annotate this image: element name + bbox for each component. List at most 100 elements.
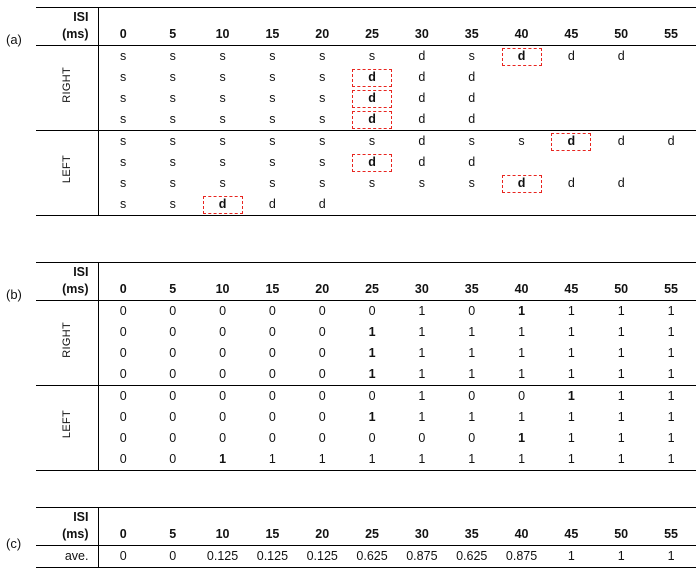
cell: 1 bbox=[518, 367, 526, 381]
cell: s bbox=[98, 130, 148, 152]
cell: 0 bbox=[119, 431, 127, 445]
cell: 1 bbox=[418, 304, 426, 318]
cell: s bbox=[219, 112, 226, 126]
cell: 1 bbox=[567, 452, 575, 466]
column-header: 20 bbox=[297, 507, 348, 546]
cell: 0 bbox=[268, 431, 276, 445]
cell: 0 bbox=[468, 431, 476, 445]
cell: 1 bbox=[567, 367, 575, 381]
cell: 1 bbox=[567, 410, 575, 424]
column-header: 45 bbox=[546, 507, 597, 546]
data-row: ave. 0 0 0.125 0.125 0.125 0.625 0.875 0.625 0.87… bbox=[36, 545, 696, 568]
cell: 0 bbox=[219, 410, 227, 424]
cell: d bbox=[318, 197, 326, 211]
cell bbox=[546, 109, 596, 131]
cell bbox=[646, 88, 696, 109]
cell bbox=[596, 194, 646, 216]
cell bbox=[397, 194, 447, 216]
cell bbox=[646, 152, 696, 173]
column-header: 10 bbox=[197, 7, 248, 46]
cell: s bbox=[219, 155, 226, 169]
cell: 1 bbox=[468, 367, 476, 381]
cell: 0.875 bbox=[505, 549, 538, 563]
column-header: 0 bbox=[98, 7, 148, 46]
cell: 0 bbox=[169, 325, 177, 339]
column-header: 40 bbox=[496, 7, 547, 46]
cell: 0 bbox=[468, 304, 476, 318]
cell: s bbox=[347, 130, 397, 152]
cell: 0 bbox=[368, 431, 376, 445]
cell: 1 bbox=[667, 367, 675, 381]
cell: 1 bbox=[468, 452, 476, 466]
isi-header-cell: ISI (ms) bbox=[36, 262, 99, 301]
cell: s bbox=[169, 176, 176, 190]
cell: 1 bbox=[617, 325, 625, 339]
cell: s bbox=[319, 91, 326, 105]
cell: 0 bbox=[347, 385, 397, 407]
data-table: ISI (ms) 0 5 10 15 20 25 30 35 40 45 50 55 RIGHT 0 0 0 0 0 0… bbox=[36, 262, 696, 471]
cell: 0 bbox=[169, 346, 177, 360]
cell: 0 bbox=[219, 431, 227, 445]
cell bbox=[497, 194, 547, 216]
cell: 1 bbox=[418, 325, 426, 339]
panel-b: (b) ISI (ms) 0 5 10 15 20 25 30 35 40 45 50 55 RIGHT 0 0… bbox=[6, 262, 700, 471]
cell: d bbox=[497, 46, 547, 68]
cell: d bbox=[347, 152, 397, 173]
header-row: ISI (ms) 0 5 10 15 20 25 30 35 40 45 50 55 bbox=[36, 7, 696, 46]
cell: 1 bbox=[518, 346, 526, 360]
cell: s bbox=[120, 112, 127, 126]
column-header: 35 bbox=[446, 507, 497, 546]
cell: s bbox=[319, 112, 326, 126]
column-header: 15 bbox=[247, 7, 298, 46]
cell: 1 bbox=[617, 410, 625, 424]
cell: d bbox=[418, 155, 426, 169]
cell: d bbox=[468, 91, 476, 105]
cell: d bbox=[546, 130, 597, 152]
cell: 0 bbox=[169, 367, 177, 381]
column-header: 5 bbox=[147, 262, 198, 301]
data-row: 0 0 0 0 0 0 0 0 1 1 1 1 bbox=[36, 428, 696, 449]
isi-header-cell: ISI (ms) bbox=[36, 7, 99, 46]
cell: d bbox=[418, 70, 426, 84]
data-row: RIGHT 0 0 0 0 0 0 1 0 1 1 1 1 bbox=[36, 300, 696, 386]
cell: s bbox=[120, 155, 127, 169]
column-header: 30 bbox=[396, 507, 447, 546]
cell: s bbox=[269, 112, 276, 126]
cell bbox=[497, 152, 547, 173]
cell: s bbox=[169, 91, 176, 105]
cell: d bbox=[567, 49, 575, 63]
cell: 1 bbox=[617, 452, 625, 466]
cell bbox=[646, 194, 696, 216]
cell: d bbox=[497, 173, 547, 194]
detection-box: d bbox=[551, 132, 592, 151]
cell: s bbox=[169, 112, 176, 126]
cell: s bbox=[368, 176, 376, 190]
cell: 0 bbox=[268, 304, 276, 318]
cell: 1 bbox=[368, 452, 376, 466]
column-header: 35 bbox=[446, 7, 497, 46]
cell: 1 bbox=[518, 304, 526, 318]
cell: 1 bbox=[418, 346, 426, 360]
cell: 0 bbox=[318, 367, 326, 381]
cell: 1 bbox=[667, 304, 675, 318]
cell: d bbox=[418, 49, 426, 63]
cell: s bbox=[120, 91, 127, 105]
data-row: 0 0 1 1 1 1 1 1 1 1 1 1 bbox=[36, 449, 696, 471]
cell: 1 bbox=[396, 385, 447, 407]
column-header: 55 bbox=[646, 262, 696, 301]
cell: 1 bbox=[518, 410, 526, 424]
cell bbox=[646, 46, 696, 68]
cell: d bbox=[347, 67, 397, 88]
cell: 1 bbox=[418, 367, 426, 381]
cell: 0 bbox=[169, 452, 177, 466]
header-row: ISI (ms) 0 5 10 15 20 25 30 35 40 45 50 55 bbox=[36, 507, 696, 546]
cell: 0 bbox=[219, 325, 227, 339]
column-header: 55 bbox=[646, 507, 696, 546]
cell: s bbox=[219, 91, 226, 105]
data-row: LEFT 0 0 0 0 0 0 1 0 0 1 1 1 bbox=[36, 385, 696, 471]
cell: d bbox=[468, 70, 476, 84]
cell: 1 bbox=[546, 385, 597, 407]
